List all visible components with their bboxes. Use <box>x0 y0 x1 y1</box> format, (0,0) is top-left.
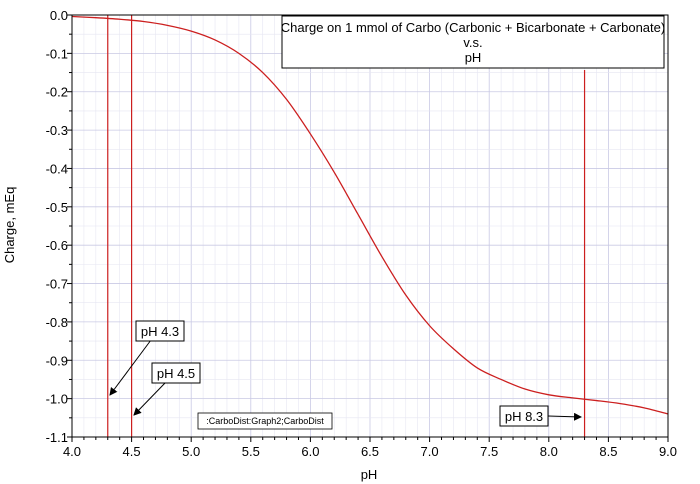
annotation-ph-4-3-label: pH 4.3 <box>141 324 179 339</box>
x-tick-label: 6.0 <box>301 444 319 459</box>
y-tick-label: -0.1 <box>46 46 68 61</box>
series-line-charge <box>71 15 669 415</box>
y-tick-label: -0.6 <box>46 238 68 253</box>
x-tick-label: 4.5 <box>123 444 141 459</box>
x-tick-labels: 4.0 4.5 5.0 5.5 6.0 6.5 7.0 7.5 8.0 8.5 9.0 <box>63 444 677 459</box>
y-tick-label: 0.0 <box>50 8 68 23</box>
series-layer <box>71 15 669 415</box>
x-tick-label: 7.5 <box>480 444 498 459</box>
y-tick-labels: 0.0 -0.1 -0.2 -0.3 -0.4 -0.5 -0.6 -0.7 -0.8 -0.9 -… <box>46 8 68 445</box>
y-axis-title: Charge, mEq <box>2 187 17 264</box>
y-tick-label: -1.0 <box>46 392 68 407</box>
chart-title-line-3: pH <box>465 50 482 65</box>
y-tick-label: -0.7 <box>46 277 68 292</box>
x-tick-label: 6.5 <box>361 444 379 459</box>
graph-footer-tag: :CarboDist:Graph2;CarboDist <box>197 412 333 430</box>
x-tick-label: 8.0 <box>540 444 558 459</box>
chart-title-line-2: v.s. <box>463 35 482 50</box>
annotation-ph-4-3: pH 4.3 <box>109 320 185 396</box>
y-tick-label: -0.9 <box>46 353 68 368</box>
annotation-ph-8-3-label: pH 8.3 <box>505 409 543 424</box>
y-tick-label: -0.2 <box>46 85 68 100</box>
annotation-ph-4-5: pH 4.5 <box>133 362 201 416</box>
x-tick-label: 4.0 <box>63 444 81 459</box>
annotation-ph-8-3: pH 8.3 <box>499 405 582 427</box>
annotation-ph-8-3-arrow <box>547 412 582 421</box>
annotation-ph-4-5-arrow <box>133 381 167 416</box>
y-tick-label: -0.8 <box>46 315 68 330</box>
chart-title-line-1: Charge on 1 mmol of Carbo (Carbonic + Bi… <box>281 20 665 35</box>
x-tick-label: 8.5 <box>599 444 617 459</box>
y-tick-label: -1.1 <box>46 430 68 445</box>
chart-title-box: Charge on 1 mmol of Carbo (Carbonic + Bi… <box>281 15 665 69</box>
annotation-ph-4-5-label: pH 4.5 <box>157 366 195 381</box>
annotation-ph-4-3-arrow <box>109 339 152 396</box>
y-tick-label: -0.4 <box>46 161 68 176</box>
y-tick-label: -0.3 <box>46 123 68 138</box>
y-tick-label: -0.5 <box>46 200 68 215</box>
x-tick-label: 7.0 <box>421 444 439 459</box>
x-axis-title: pH <box>361 467 378 482</box>
x-tick-label: 9.0 <box>659 444 677 459</box>
x-tick-label: 5.0 <box>182 444 200 459</box>
graph-footer-label: :CarboDist:Graph2;CarboDist <box>206 416 324 426</box>
x-tick-label: 5.5 <box>242 444 260 459</box>
tick-marks <box>67 14 669 442</box>
